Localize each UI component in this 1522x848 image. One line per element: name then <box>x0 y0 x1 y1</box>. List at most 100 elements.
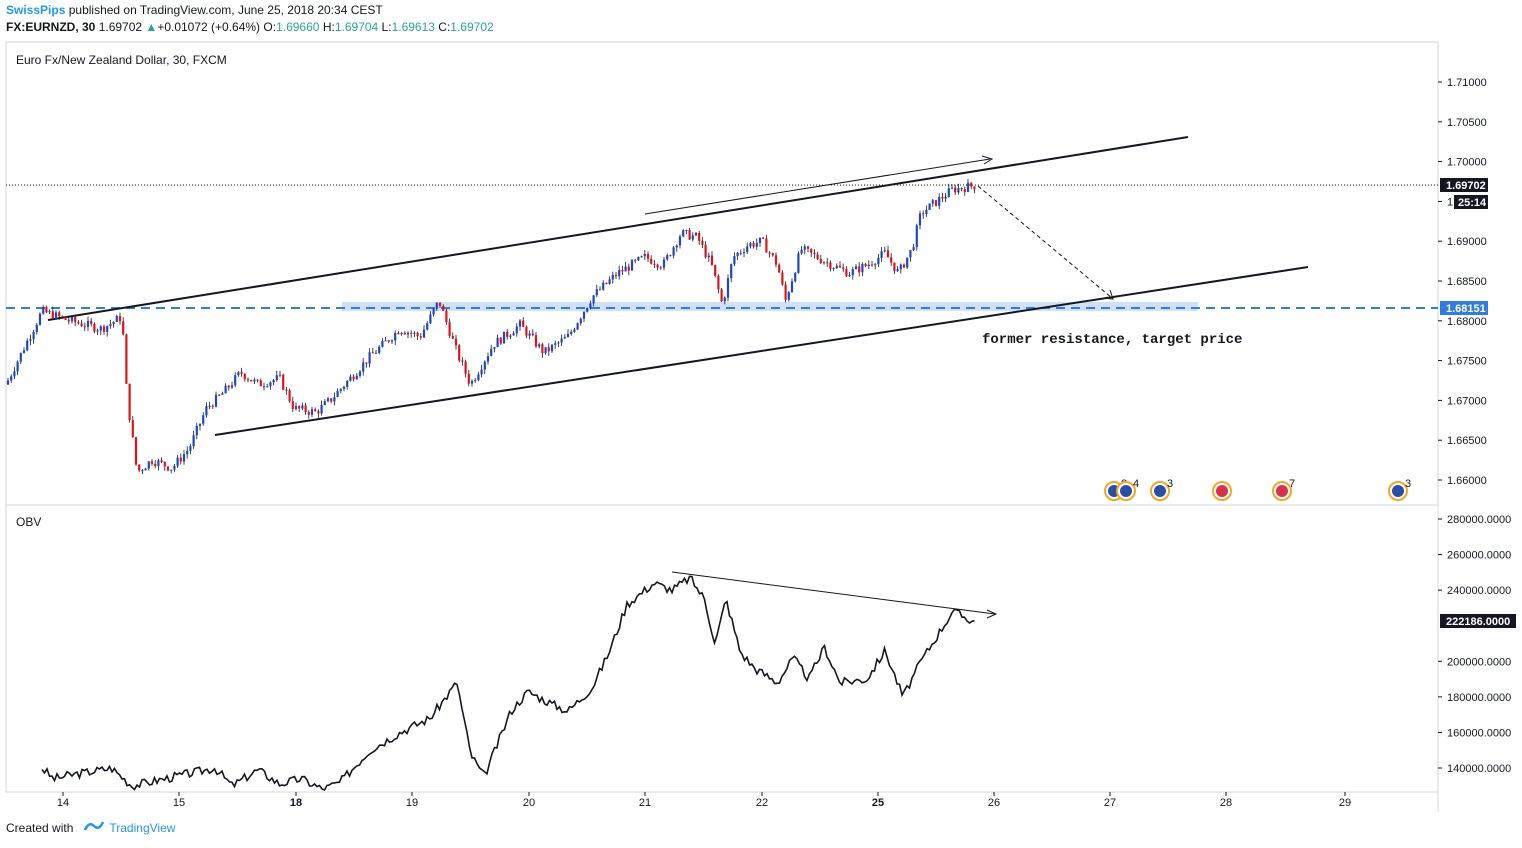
candle-body <box>304 405 307 413</box>
flag-event-icon[interactable]: 3 <box>1150 478 1173 501</box>
obv-axis: 280000.0000 260000.0000 240000.0000 200000.… <box>1438 514 1511 775</box>
candle-body <box>896 269 899 272</box>
candle-body <box>154 463 157 467</box>
flag-event-icon[interactable]: 7 <box>1272 478 1295 501</box>
candle-body <box>80 323 83 327</box>
candle-body <box>109 323 112 326</box>
candle-body <box>144 468 147 471</box>
candle-body <box>870 264 874 266</box>
candle-body <box>413 332 416 334</box>
flag-event-icon[interactable]: 3 <box>1388 478 1411 501</box>
candle-body <box>963 189 966 192</box>
candle-body <box>666 255 669 260</box>
candle-body <box>451 335 454 339</box>
tradingview-link[interactable]: TradingView <box>109 820 176 835</box>
candle-body <box>253 379 256 382</box>
annotation-text[interactable]: former resistance, target price <box>982 332 1242 348</box>
level-badge-text: 1.68151 <box>1446 303 1486 315</box>
candle-body <box>301 405 304 409</box>
candle-body <box>266 386 269 388</box>
candle-body <box>112 321 115 324</box>
candle-body <box>378 346 381 353</box>
candle-body <box>208 405 211 407</box>
candle-body <box>467 373 470 384</box>
candle-body <box>781 272 784 285</box>
candle-body <box>842 267 845 270</box>
candle-body <box>160 460 163 462</box>
candle-body <box>630 260 634 271</box>
candle-body <box>179 457 182 462</box>
candle-body <box>659 267 662 269</box>
candle-body <box>646 253 650 259</box>
obv-tick-label: 180000.0000 <box>1447 692 1511 704</box>
candle-body <box>458 345 461 361</box>
time-tick-label: 25 <box>872 797 884 809</box>
candle-body <box>214 394 218 407</box>
author-link[interactable]: SwissPips <box>6 3 66 17</box>
candle-body <box>694 232 698 236</box>
obv-tick-label: 160000.0000 <box>1447 727 1511 739</box>
countdown-badge <box>1454 195 1488 209</box>
symbol-label[interactable]: FX:EURNZD, 30 <box>6 20 96 34</box>
candle-body <box>333 397 336 402</box>
tradingview-logo-icon[interactable] <box>83 820 105 835</box>
candle-body <box>346 380 349 387</box>
candle-body <box>483 361 486 370</box>
candle-body <box>858 266 861 273</box>
time-tick-label: 21 <box>639 797 651 809</box>
candle-body <box>339 388 342 391</box>
candle-body <box>269 382 272 387</box>
flag-event-icon[interactable] <box>1212 481 1232 501</box>
event-count: 4 <box>1133 478 1139 490</box>
time-axis: 14 15 18 19 20 21 22 25 26 27 28 29 <box>57 792 1351 809</box>
candle-body <box>634 260 637 262</box>
candle-body <box>787 292 790 300</box>
projection-arrow[interactable] <box>977 185 1113 299</box>
time-tick-label: 22 <box>756 797 768 809</box>
candle-body <box>147 461 150 469</box>
candle-body <box>230 385 234 388</box>
time-tick-label: 18 <box>290 797 302 809</box>
candle-body <box>416 332 419 337</box>
chart-title: Euro Fx/New Zealand Dollar, 30, FXCM <box>16 53 227 67</box>
indicator-title: OBV <box>16 515 41 529</box>
candle-body <box>570 331 573 334</box>
obv-layer <box>41 575 975 792</box>
candle-body <box>298 405 301 409</box>
candle-body <box>614 275 618 277</box>
obv-tick-label: 140000.0000 <box>1447 763 1511 775</box>
candle-body <box>717 275 720 290</box>
candle-body <box>810 248 813 253</box>
level-badge <box>1440 301 1488 315</box>
candle-body <box>893 262 896 272</box>
candle-body <box>106 325 109 332</box>
obv-divergence-arrow[interactable] <box>671 571 996 615</box>
flag-event-icon[interactable]: 4 <box>1116 478 1139 501</box>
candle-body <box>829 262 832 269</box>
event-count: 7 <box>1289 478 1295 490</box>
support-zone[interactable] <box>342 302 1198 311</box>
candle-body <box>707 255 710 258</box>
obv-line[interactable] <box>41 575 975 792</box>
price-axis: 1.710001.705001.700001.695001.690001.685… <box>1438 77 1487 487</box>
candle-body <box>173 465 176 470</box>
candle-body <box>288 390 291 402</box>
candle-body <box>224 385 227 394</box>
candle-body <box>461 360 464 362</box>
candle-body <box>598 289 602 291</box>
candle-body <box>474 380 477 382</box>
candle-body <box>426 323 429 330</box>
obv-last-badge <box>1440 614 1516 628</box>
candle-body <box>32 331 35 340</box>
candle-body <box>848 275 851 277</box>
higher-highs-arrow[interactable] <box>644 158 991 215</box>
channel-lower-line[interactable] <box>214 266 1309 436</box>
candle-body <box>550 344 554 352</box>
candle-body <box>195 425 198 436</box>
last-price-badge <box>1440 178 1488 192</box>
channel-upper-line[interactable] <box>47 136 1189 321</box>
candle-body <box>611 275 614 280</box>
candle-body <box>499 337 502 344</box>
obv-tick-label: 260000.0000 <box>1447 550 1511 562</box>
